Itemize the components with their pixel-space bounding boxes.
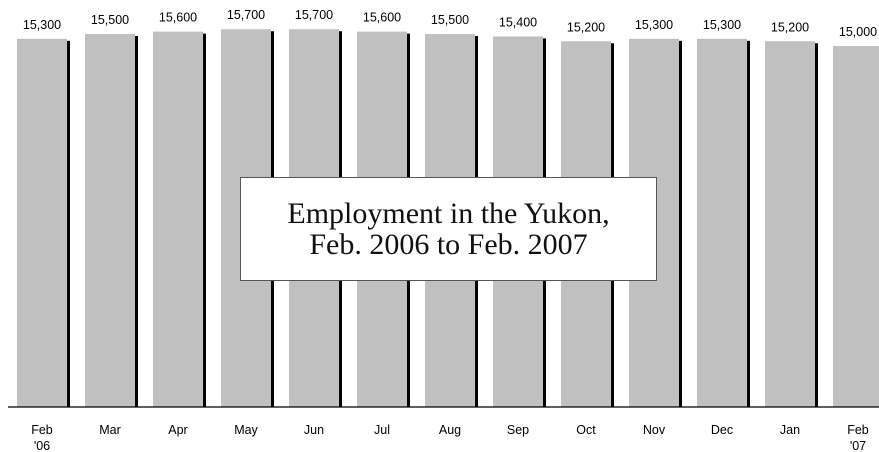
value-label: 15,000 [839,25,877,39]
value-label: 15,300 [23,18,61,32]
x-tick-label: Apr [168,423,188,437]
bar [153,31,203,407]
value-label: 15,500 [91,13,129,27]
x-tick-label: Jun [303,423,325,437]
bar-shadow [747,40,750,407]
value-label: 15,300 [635,18,673,32]
bar-shadow [67,40,70,407]
x-tick-label: May [234,423,258,437]
value-label: 15,400 [499,15,537,29]
bar-shadow [135,36,138,407]
x-tick-label: Nov [642,423,666,437]
bar-shadow [815,43,818,407]
value-label: 15,700 [295,8,333,22]
bar [85,34,135,407]
x-tick-label: Jan [779,423,801,437]
value-label: 15,700 [227,8,265,22]
x-tick-label: Feb '07 [847,423,869,452]
value-label: 15,200 [567,20,605,34]
x-tick-label: Dec [710,423,734,437]
bar-shadow [679,40,682,407]
bar [17,38,67,407]
x-tick-label: Aug [438,423,462,437]
value-label: 15,600 [159,11,197,25]
bar-shadow [203,33,206,407]
x-tick-label: Sep [506,423,530,437]
bar [765,41,815,407]
bar [697,38,747,407]
x-tick-label: Oct [576,423,596,437]
value-label: 15,300 [703,18,741,32]
x-tick-label: Feb '06 [31,423,53,452]
value-label: 15,500 [431,13,469,27]
value-label: 15,600 [363,11,401,25]
x-tick-label: Jul [374,423,390,437]
x-tick-label: Mar [99,423,121,437]
value-label: 15,200 [771,20,809,34]
chart-title: Employment in the Yukon, Feb. 2006 to Fe… [240,177,657,281]
bar [833,46,879,407]
